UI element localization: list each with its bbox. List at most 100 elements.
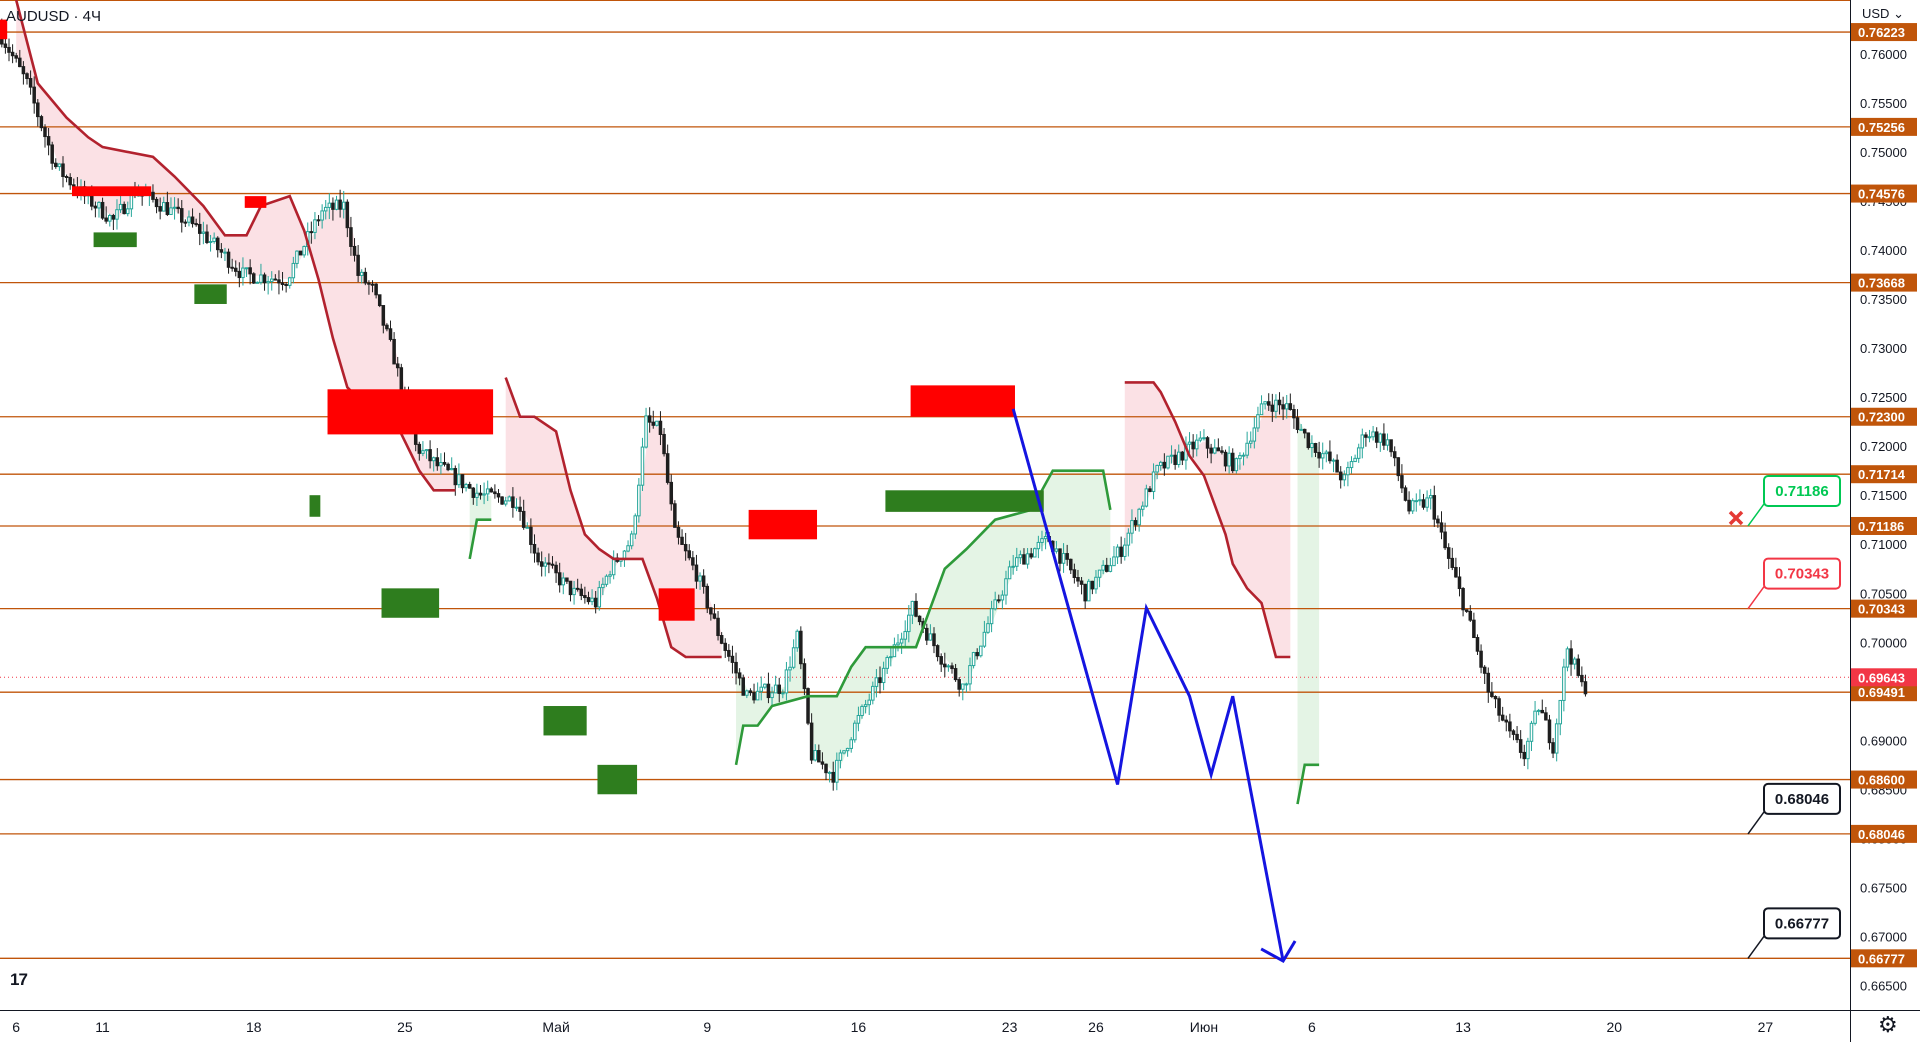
candle-218 (784, 669, 789, 694)
supply-zone-9[interactable] (658, 588, 695, 621)
current-price-label-bg (1851, 668, 1917, 687)
candle-331 (1191, 441, 1195, 450)
x-tick-label-0: 6 (12, 1019, 20, 1035)
candle-86 (309, 231, 314, 234)
demand-zone-7[interactable] (381, 588, 440, 618)
candle-372 (1338, 471, 1343, 481)
supply-zone-0[interactable] (0, 19, 8, 40)
candle-334 (1202, 437, 1206, 440)
signal-leader-2 (1747, 811, 1765, 835)
y-tick-label-11: 0.72000 (1860, 439, 1907, 454)
candle-168 (604, 575, 609, 585)
signal-callout-3[interactable]: 0.66777 (1747, 907, 1841, 959)
candle-89 (320, 210, 324, 221)
candle-49 (176, 206, 180, 210)
demand-zone-4[interactable] (194, 284, 227, 304)
candle-170 (611, 557, 616, 576)
candle-94 (338, 199, 342, 210)
demand-zone-13[interactable] (885, 490, 1044, 512)
symbol-label[interactable]: AUDUSD · 4Ч (6, 8, 102, 25)
supply-zone-12[interactable] (910, 385, 1015, 417)
y-tick-label-15: 0.74000 (1860, 243, 1907, 258)
candle-440 (1583, 681, 1588, 695)
y-tick-label-5: 0.69000 (1860, 733, 1907, 748)
supply-zone-1[interactable] (71, 186, 152, 197)
signal-callout-0[interactable]: 0.71186 (1728, 474, 1841, 527)
candle-110 (395, 363, 400, 369)
level-label-2[interactable]: 0.74576 (1858, 187, 1905, 202)
y-tick-label-18: 0.75500 (1860, 96, 1907, 111)
candle-434 (1562, 666, 1566, 701)
candle-179 (644, 415, 648, 448)
candle-9 (32, 86, 36, 104)
signal-text-2: 0.68046 (1775, 791, 1829, 808)
candle-103 (370, 283, 375, 286)
candle-84 (302, 246, 306, 256)
demand-zone-2[interactable] (93, 232, 137, 248)
level-label-7[interactable]: 0.70343 (1858, 602, 1905, 617)
candle-247 (889, 656, 893, 659)
candle-51 (183, 221, 188, 224)
candle-254 (914, 600, 918, 617)
signal-callout-2[interactable]: 0.68046 (1747, 782, 1841, 835)
candle-371 (1335, 459, 1339, 473)
projection-path[interactable] (1011, 408, 1285, 962)
candle-92 (331, 202, 335, 210)
candle-435 (1565, 648, 1570, 668)
candle-370 (1331, 459, 1336, 462)
candle-408 (1468, 610, 1473, 621)
current-price-label[interactable]: 0.69643 (1858, 670, 1905, 685)
candle-299 (1076, 576, 1080, 582)
candle-52 (187, 216, 191, 223)
candle-333 (1198, 437, 1203, 441)
candle-184 (662, 433, 666, 455)
supply-zone-11[interactable] (748, 509, 818, 540)
candle-74 (266, 280, 270, 284)
candle-128 (460, 474, 465, 489)
level-label-6[interactable]: 0.71186 (1858, 519, 1904, 534)
candle-91 (327, 202, 332, 208)
candle-314 (1130, 520, 1134, 534)
level-label-11[interactable]: 0.66777 (1858, 951, 1905, 966)
candle-242 (871, 685, 875, 701)
candle-183 (658, 420, 663, 435)
candle-318 (1144, 488, 1149, 507)
candle-98 (352, 245, 357, 256)
level-label-1[interactable]: 0.75256 (1858, 120, 1905, 135)
candle-80 (287, 277, 292, 286)
level-label-4[interactable]: 0.72300 (1858, 410, 1905, 425)
candle-410 (1475, 637, 1480, 652)
level-label-0[interactable]: 0.76223 (1858, 25, 1905, 40)
candle-67 (241, 267, 245, 279)
currency-label[interactable]: USD ⌄ (1862, 6, 1904, 21)
level-label-3[interactable]: 0.73668 (1858, 276, 1905, 291)
time-axis[interactable] (0, 1010, 1850, 1042)
candle-180 (647, 415, 652, 423)
candle-206 (741, 677, 745, 696)
candle-148 (532, 543, 537, 554)
candle-176 (633, 515, 638, 535)
candle-283 (1018, 554, 1023, 559)
signal-callout-1[interactable]: 0.70343 (1747, 557, 1841, 610)
level-label-8[interactable]: 0.69491 (1858, 685, 1905, 700)
candle-59 (212, 237, 216, 243)
level-label-9[interactable]: 0.68600 (1858, 773, 1905, 788)
tradingview-logo-icon[interactable]: 17 (10, 970, 28, 989)
candle-127 (457, 474, 461, 486)
demand-zone-6[interactable] (309, 495, 321, 517)
candle-253 (910, 600, 915, 616)
level-label-5[interactable]: 0.71714 (1858, 467, 1906, 482)
supply-zone-5[interactable] (327, 389, 494, 435)
demand-zone-10[interactable] (597, 764, 638, 795)
supply-zone-3[interactable] (244, 196, 267, 208)
candle-265 (953, 668, 958, 681)
candle-42 (151, 191, 155, 200)
candle-134 (482, 493, 486, 496)
level-label-bg-7 (1851, 599, 1917, 618)
level-label-10[interactable]: 0.68046 (1858, 827, 1905, 842)
candle-243 (874, 677, 879, 687)
gear-icon[interactable]: ⚙ (1878, 1012, 1898, 1037)
demand-zone-8[interactable] (543, 706, 587, 736)
candle-140 (503, 500, 508, 505)
